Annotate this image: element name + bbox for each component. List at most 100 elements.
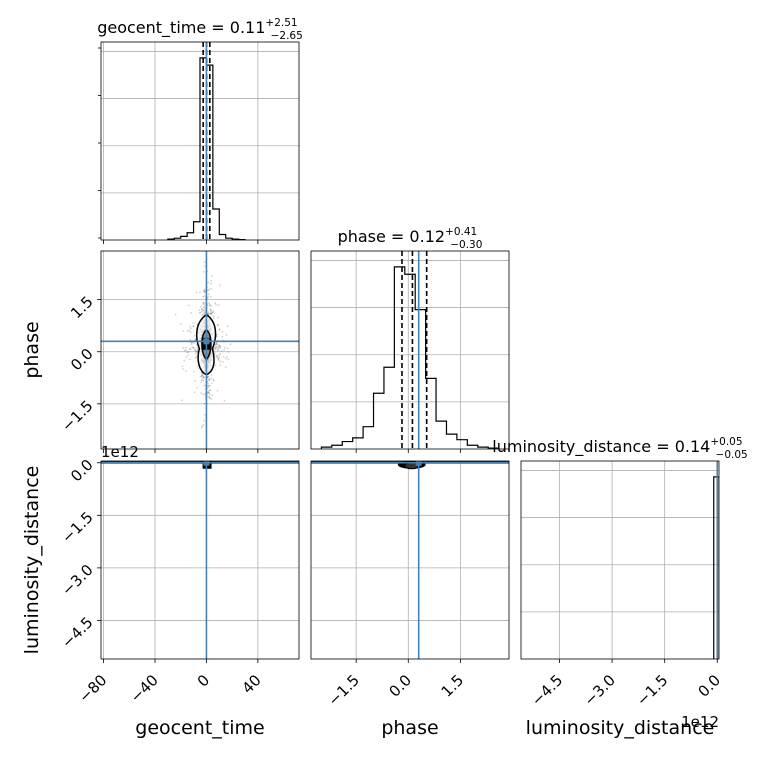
sample-point bbox=[201, 377, 204, 380]
sample-point bbox=[216, 343, 219, 346]
sample-point bbox=[219, 284, 221, 287]
panel-frame bbox=[100, 460, 300, 660]
tick-marks bbox=[97, 47, 718, 663]
sample-point bbox=[210, 310, 212, 312]
histogram-outline bbox=[320, 266, 500, 449]
sample-point bbox=[207, 384, 210, 387]
sample-point bbox=[226, 347, 229, 350]
x-tick-label: 1.5 bbox=[438, 671, 468, 701]
sample-point bbox=[217, 347, 219, 349]
histogram-bar bbox=[405, 274, 415, 449]
sample-point bbox=[189, 331, 192, 334]
sample-point bbox=[204, 308, 207, 311]
sample-point bbox=[207, 281, 209, 284]
y-tick-label: 0.0 bbox=[67, 456, 97, 486]
sample-point bbox=[203, 402, 206, 405]
sample-point bbox=[210, 313, 213, 316]
sample-point bbox=[187, 354, 190, 357]
sample-point bbox=[193, 334, 196, 337]
sample-point bbox=[213, 347, 216, 350]
histogram-bar bbox=[446, 434, 456, 449]
sample-point bbox=[200, 392, 203, 395]
sample-point bbox=[217, 359, 220, 362]
sample-point bbox=[210, 295, 212, 298]
sample-point bbox=[188, 329, 191, 332]
sample-point bbox=[194, 357, 197, 359]
sample-point bbox=[188, 358, 191, 361]
sample-point bbox=[224, 346, 226, 349]
y-axis-label-luminosity_distance: luminosity_distance bbox=[21, 466, 43, 655]
sample-point bbox=[202, 309, 204, 312]
sample-point bbox=[208, 389, 211, 392]
sample-point bbox=[194, 380, 196, 382]
sample-point bbox=[180, 323, 182, 326]
sample-point bbox=[210, 287, 212, 290]
sample-point bbox=[222, 355, 225, 358]
truth-marker bbox=[203, 461, 210, 466]
sample-point bbox=[190, 327, 192, 330]
sample-point bbox=[202, 303, 204, 305]
y-tick-label: −1.5 bbox=[58, 508, 96, 546]
sample-point bbox=[199, 375, 202, 378]
sample-point bbox=[221, 350, 223, 352]
sample-point bbox=[219, 360, 222, 363]
sample-point bbox=[211, 274, 214, 277]
sample-point bbox=[187, 351, 190, 353]
sample-point bbox=[217, 348, 219, 351]
sample-point bbox=[210, 279, 213, 282]
sample-point bbox=[215, 341, 218, 344]
sample-point bbox=[221, 330, 224, 333]
sample-point bbox=[203, 306, 206, 309]
sample-point bbox=[204, 265, 206, 268]
sample-point bbox=[204, 312, 206, 315]
sample-point bbox=[174, 313, 177, 316]
sample-point bbox=[200, 426, 203, 429]
sample-point bbox=[211, 394, 214, 397]
sample-point bbox=[190, 341, 193, 344]
sample-point bbox=[189, 348, 192, 350]
sample-point bbox=[207, 296, 210, 299]
sample-point bbox=[207, 375, 210, 378]
sample-point bbox=[203, 288, 206, 291]
sample-point bbox=[203, 295, 206, 297]
sample-point bbox=[185, 356, 188, 359]
sample-point bbox=[215, 355, 218, 358]
y-tick-label: 1.5 bbox=[67, 293, 97, 323]
sample-point bbox=[203, 384, 205, 387]
histogram-outline bbox=[713, 476, 719, 659]
panel-frame bbox=[100, 41, 300, 241]
sample-point bbox=[209, 389, 212, 392]
sample-point bbox=[192, 347, 195, 349]
sample-point bbox=[192, 325, 195, 328]
sample-point bbox=[192, 346, 195, 349]
sample-point bbox=[180, 399, 183, 402]
y-axis-label-phase: phase bbox=[21, 321, 43, 378]
sample-point bbox=[182, 347, 185, 350]
sample-point bbox=[226, 356, 228, 358]
sample-point bbox=[218, 344, 220, 347]
sample-point bbox=[210, 282, 212, 285]
histogram-bar bbox=[353, 438, 363, 449]
sample-point bbox=[192, 371, 195, 373]
panel-frame bbox=[310, 460, 510, 660]
sample-point bbox=[207, 312, 210, 315]
histogram-phase bbox=[320, 251, 500, 449]
sample-point bbox=[217, 324, 220, 327]
sample-point bbox=[215, 343, 218, 346]
sample-point bbox=[192, 322, 195, 325]
sample-point bbox=[214, 345, 217, 348]
sample-point bbox=[208, 378, 211, 381]
title-phase: phase = 0.12+0.41 −0.30 bbox=[338, 226, 483, 251]
sample-point bbox=[190, 312, 193, 314]
sample-point bbox=[203, 290, 205, 293]
sample-point bbox=[215, 342, 218, 345]
sample-point bbox=[213, 379, 216, 382]
x-tick-label: −80 bbox=[75, 671, 110, 706]
histogram-bar bbox=[415, 310, 425, 449]
offset-text: 1e12 bbox=[101, 443, 139, 461]
sample-point bbox=[207, 311, 210, 314]
sample-point bbox=[214, 302, 217, 305]
sample-point bbox=[224, 357, 227, 360]
sample-point bbox=[214, 347, 217, 350]
